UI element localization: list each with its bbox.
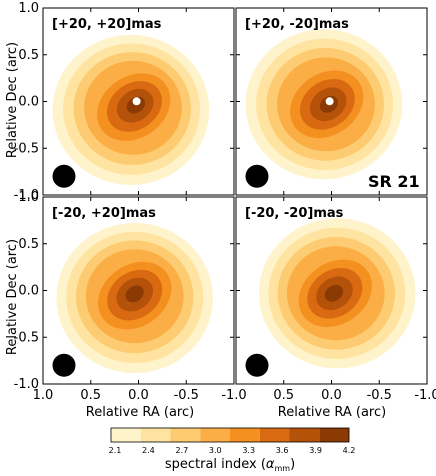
beam-ellipse [245,353,269,377]
y-tick-label: 0.5 [18,237,39,252]
colorbar-swatch [230,428,260,442]
contour-level-4.2 [324,284,344,302]
panel-2: [+20, -20]mas [235,7,428,196]
beam-ellipse [52,353,76,377]
panel-label: [-20, +20]mas [52,206,156,221]
colorbar-swatch [140,428,171,442]
x-tick-label: 1.0 [33,388,54,403]
beam-ellipse [245,164,269,188]
colorbar-tick-label: 2.1 [109,446,122,455]
colorbar-tick-label: 3.9 [309,446,322,455]
colorbar-swatch [111,428,141,442]
x-tick-label: -1.0 [414,388,436,403]
colorbar-tick-label: 2.4 [142,446,155,455]
x-axis-label-left: Relative RA (arc) [86,405,194,420]
x-tick-label: 0.0 [321,388,342,403]
beam-ellipse [52,164,76,188]
colorbar-swatch [170,428,201,442]
colorbar-tick-label: 2.7 [176,446,189,455]
y-tick-label: 0.5 [18,48,39,63]
x-tick-label: -0.5 [174,388,199,403]
x-tick-label: -1.0 [221,388,246,403]
x-tick-label: 0.0 [128,388,149,403]
target-label: SR 21 [368,172,420,191]
y-tick-label: 0.0 [18,95,39,110]
y-tick-label: -1.0 [14,188,39,203]
contour-level-4.2 [125,285,144,303]
peak-hole [132,97,141,106]
colorbar: 2.1 2.4 2.7 3.0 3.3 3.6 3.9 4.2 [109,427,356,455]
colorbar-label-text: spectral index ( [165,457,266,472]
colorbar-swatch [259,428,290,442]
panel-label: [+20, -20]mas [245,17,349,32]
x-tick-label: -0.5 [367,388,392,403]
panel-4: [-20, -20]mas 0.5 0.0 -0.5 -1.0 [235,196,436,403]
peak-hole [325,97,334,106]
y-tick-label: -0.5 [14,141,39,156]
colorbar-tick-label: 4.2 [343,446,356,455]
x-tick-label: 0.5 [273,388,294,403]
colorbar-frame [110,427,350,443]
y-axis-label-bottom: Relative Dec (arc) [5,239,20,355]
y-tick-label: 1.0 [18,1,39,16]
colorbar-swatch [319,428,350,442]
panel-label: [-20, -20]mas [245,206,344,221]
colorbar-swatch [289,428,320,442]
colorbar-tick-label: 3.0 [209,446,222,455]
x-axis-label-right: Relative RA (arc) [278,405,386,420]
colorbar-label: spectral index (αmm) [165,457,295,473]
colorbar-tick-label: 3.3 [242,446,255,455]
panel-label: [+20, +20]mas [52,17,162,32]
y-tick-label: -0.5 [14,330,39,345]
panel-1: [+20, +20]mas 1.0 0.5 0.0 -0.5 -1.0 [14,1,235,203]
y-tick-label: -1.0 [14,377,39,392]
colorbar-swatch [200,428,231,442]
y-axis-label-top: Relative Dec (arc) [5,42,20,158]
y-tick-label: 1.0 [18,190,39,205]
colorbar-tick-label: 3.6 [276,446,289,455]
y-tick-label: 0.0 [18,284,39,299]
x-tick-label: 0.5 [80,388,101,403]
